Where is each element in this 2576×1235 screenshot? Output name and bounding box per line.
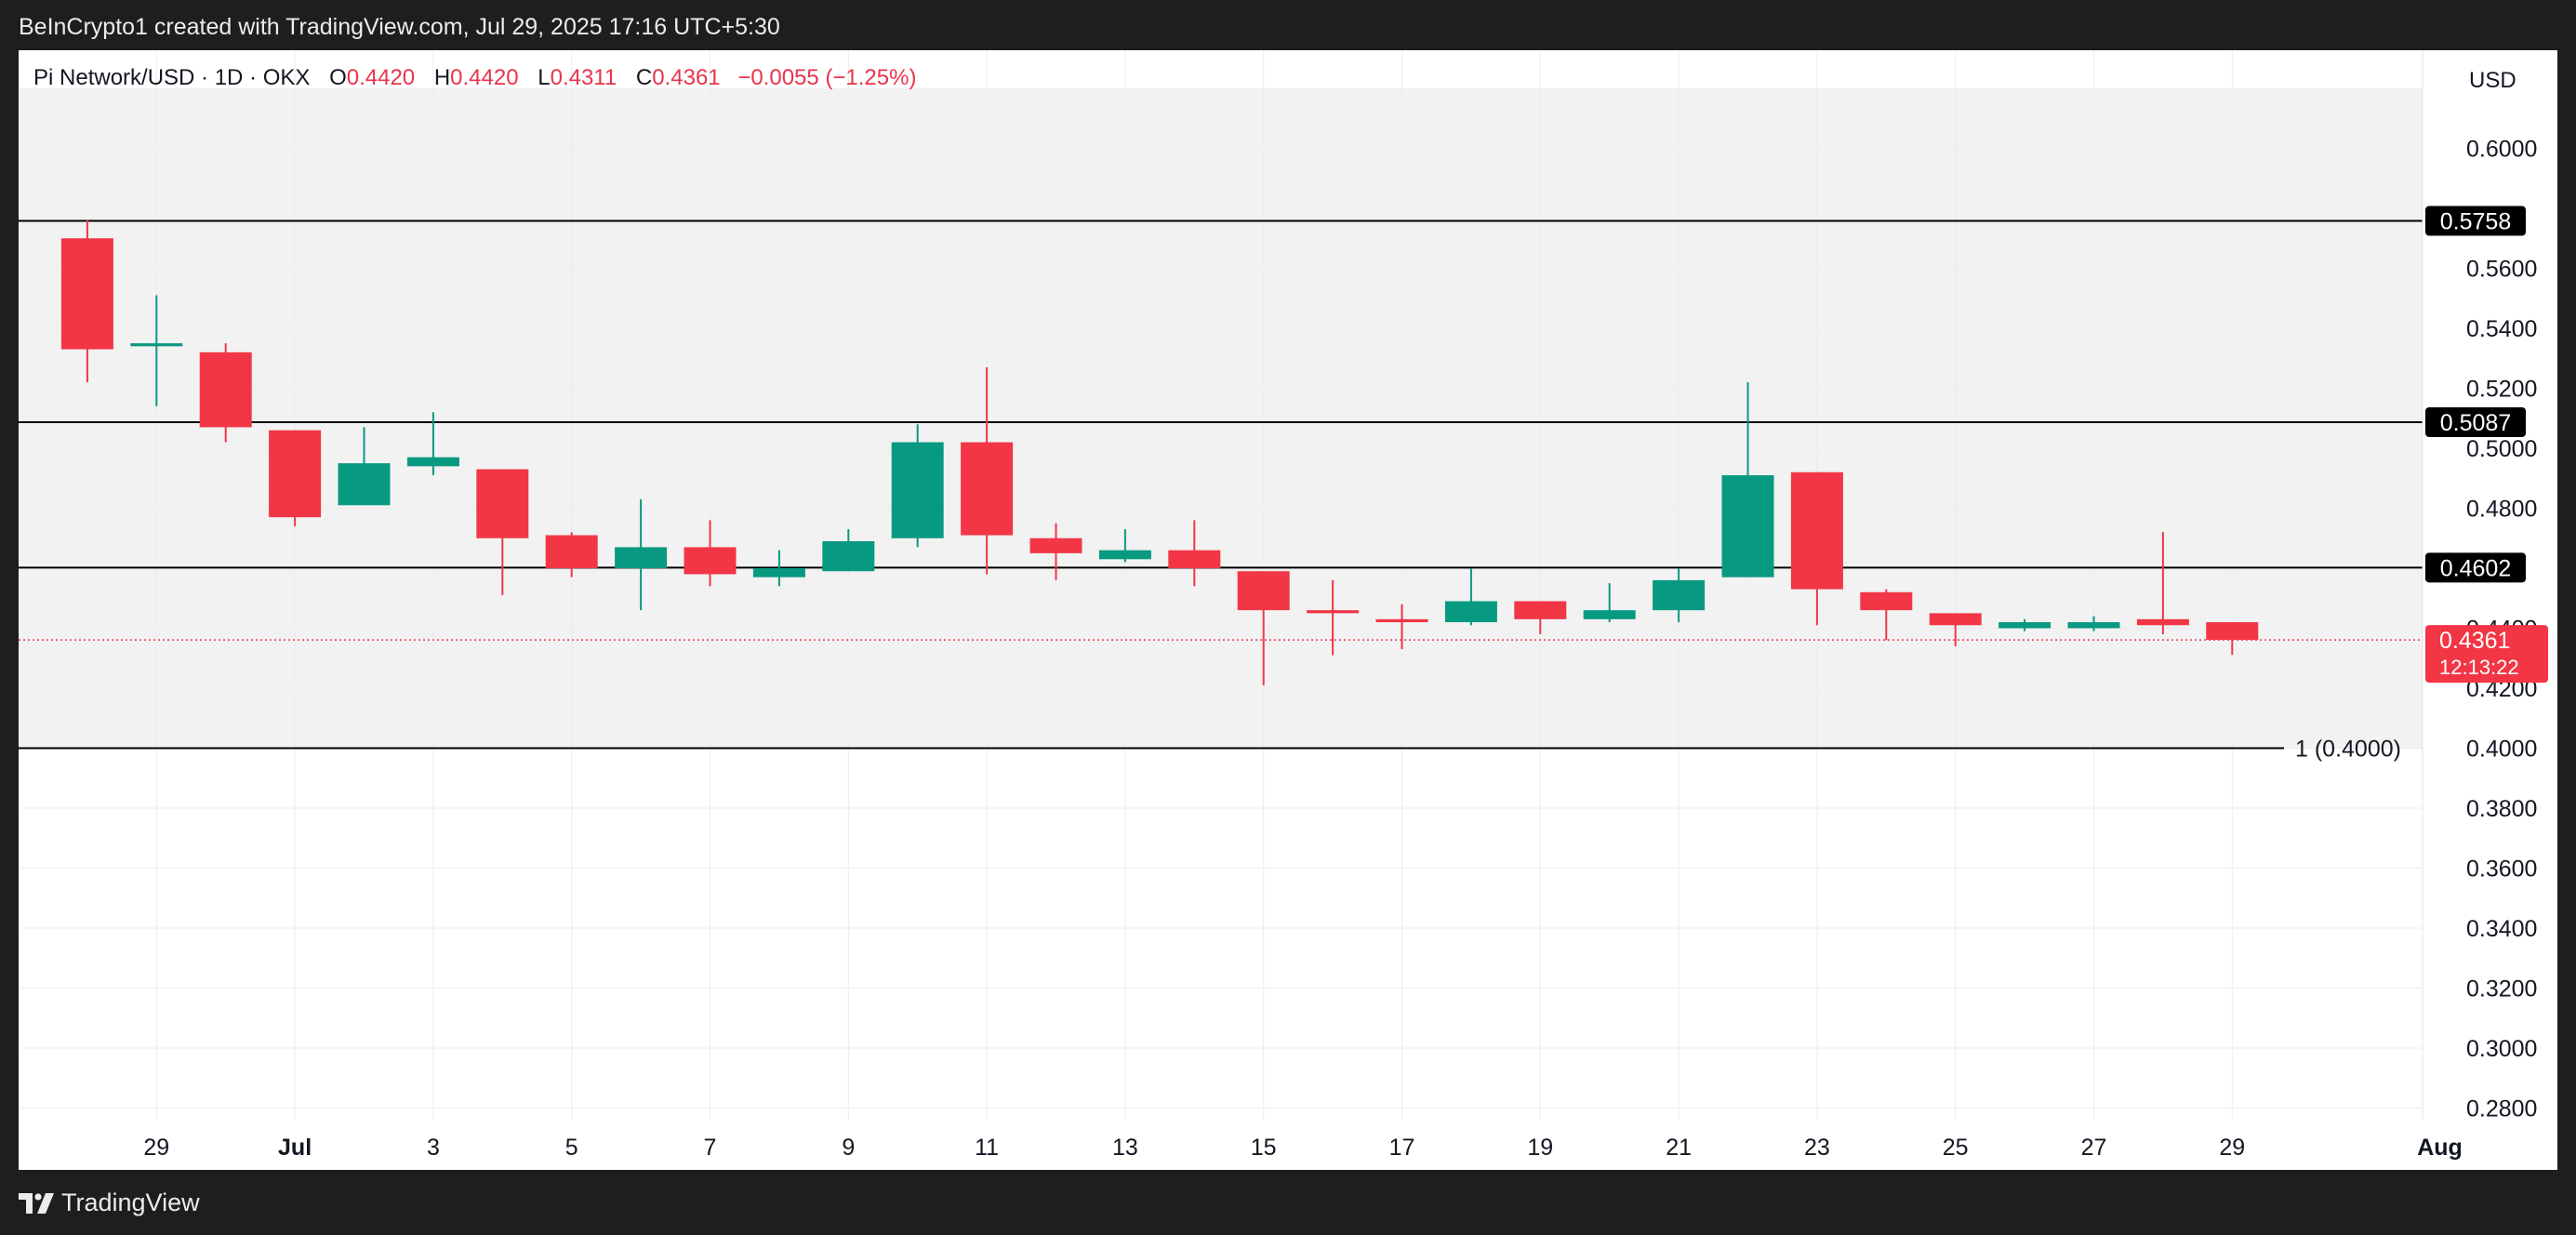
bottom-bar [0,1170,2576,1235]
time-tick-label: 27 [2081,1135,2107,1161]
price-tick-label: 0.3800 [2466,796,2537,822]
candle-body[interactable] [269,430,322,518]
candle-body[interactable] [684,547,737,575]
time-tick-label: 17 [1389,1135,1415,1161]
time-tick-label: 23 [1804,1135,1830,1161]
fib-level-label: 1 (0.4000) [2295,737,2401,763]
candle-body[interactable] [1998,622,2052,629]
price-tick-label: 0.5000 [2466,436,2537,462]
candle-body[interactable] [130,343,183,347]
top-bar: BeInCrypto1 created with TradingView.com… [0,0,2576,50]
current-price-tag[interactable] [2425,625,2548,684]
candle-body[interactable] [1653,579,1706,611]
candle-body[interactable] [1444,601,1497,623]
candle-body[interactable] [476,469,529,538]
candle-body[interactable] [1860,591,1913,611]
time-tick-label: 11 [975,1135,999,1161]
candle-body[interactable] [1237,571,1290,611]
time-tick-label: Aug [2417,1135,2463,1161]
candle-body[interactable] [615,547,668,568]
close-label: C [635,65,653,90]
candle-body[interactable] [1168,550,1221,568]
price-tick-label: 0.4000 [2466,737,2537,763]
candle-body[interactable] [1929,613,1982,626]
price-tick-label: 0.2800 [2466,1096,2537,1122]
level-price-tag [2425,206,2526,236]
candle-body[interactable] [891,442,944,538]
symbol-label[interactable]: Pi Network/USD · 1D · OKX [33,65,311,90]
candle-body[interactable] [1375,618,1428,623]
high-value: 0.4420 [450,65,519,90]
candle-body[interactable] [2067,622,2120,629]
currency-label[interactable]: USD [2469,68,2516,93]
candle-body[interactable] [822,540,875,572]
time-tick-label: 13 [1112,1135,1138,1161]
candle-body[interactable] [1307,610,1360,614]
candle-body[interactable] [1098,550,1151,560]
time-tick-label: 5 [565,1135,578,1161]
change-value: −0.0055 (−1.25%) [737,65,917,90]
chart-panel[interactable]: 1 (0.4000) 0.6000 0.5600 0.5400 0.5200 0.500… [19,50,2557,1170]
low-label: L [538,65,551,90]
time-tick-label: 19 [1527,1135,1553,1161]
high-label: H [433,65,451,90]
tradingview-logo[interactable]: TradingView [19,1189,200,1217]
candle-body[interactable] [752,568,805,578]
time-tick-label: 15 [1251,1135,1277,1161]
candle-body[interactable] [1583,610,1636,619]
time-axis-background [19,1120,2423,1170]
price-tick-label: 0.5400 [2466,316,2537,342]
bar-countdown-label: 12:13:22 [2439,656,2519,679]
tradingview-brand-text: TradingView [61,1189,200,1216]
price-tick-label: 0.3000 [2466,1036,2537,1062]
time-tick-label: 29 [143,1135,169,1161]
candle-body[interactable] [961,442,1014,536]
price-tick-label: 0.4800 [2466,497,2537,523]
candle-body[interactable] [406,457,459,467]
ohlc-legend: Pi Network/USD · 1D · OKX O0.4420 H0.442… [33,65,916,91]
price-tick-label: 0.6000 [2466,137,2537,163]
candle-body[interactable] [1790,471,1843,590]
price-axis-background [2423,50,2557,1170]
price-tick-label: 0.3600 [2466,857,2537,883]
candle-body[interactable] [199,352,252,428]
level-price-tag [2425,406,2526,437]
level-price-tag-label: 0.5758 [2440,209,2511,235]
candle-body[interactable] [338,463,391,506]
time-tick-label: 3 [427,1135,440,1161]
candle-body[interactable] [545,535,598,568]
time-tick-label: 25 [1943,1135,1969,1161]
candle-body[interactable] [2206,622,2259,641]
price-tick-label: 0.3200 [2466,976,2537,1003]
time-tick-label: Jul [278,1135,312,1161]
level-price-tag [2425,552,2526,583]
candle-body[interactable] [1721,475,1774,578]
price-tick-label: 0.5600 [2466,257,2537,283]
candle-body[interactable] [1514,601,1567,619]
price-chart[interactable]: 1 (0.4000) 0.6000 0.5600 0.5400 0.5200 0.500… [19,50,2557,1170]
tradingview-logo-icon [19,1192,54,1214]
time-tick-label: 29 [2219,1135,2245,1161]
current-price-label: 0.4361 [2439,628,2510,654]
shaded-range-zone [19,88,2423,749]
time-tick-label: 9 [842,1135,855,1161]
price-tick-label: 0.3400 [2466,916,2537,942]
level-price-tag-label: 0.4602 [2440,555,2511,581]
open-value: 0.4420 [346,65,416,90]
candle-body[interactable] [2136,618,2189,626]
candle-body[interactable] [1029,538,1082,553]
time-tick-label: 21 [1666,1135,1692,1161]
price-tick-label: 0.5200 [2466,377,2537,403]
open-label: O [329,65,347,90]
low-value: 0.4311 [550,65,617,90]
attribution-text: BeInCrypto1 created with TradingView.com… [19,14,780,40]
level-price-tag-label: 0.5087 [2440,410,2511,436]
candle-body[interactable] [60,238,113,350]
close-value: 0.4361 [652,65,721,90]
time-tick-label: 7 [704,1135,717,1161]
